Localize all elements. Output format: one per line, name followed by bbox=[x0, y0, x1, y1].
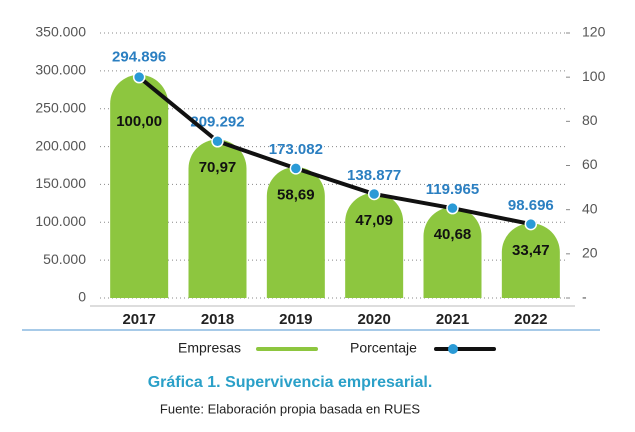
line-marker bbox=[524, 217, 538, 231]
y-tick-label: 350.000 bbox=[35, 24, 86, 40]
legend-marker bbox=[448, 344, 458, 354]
x-tick-label: 2018 bbox=[201, 311, 234, 328]
legend-label: Porcentaje bbox=[350, 340, 417, 356]
bar bbox=[266, 166, 325, 298]
line-value-label: 58,69 bbox=[277, 186, 315, 203]
bar-value-label: 98.696 bbox=[508, 197, 554, 214]
x-tick-label: 2020 bbox=[357, 311, 390, 328]
y2-tick-label: 100 bbox=[582, 68, 606, 84]
x-tick-label: 2022 bbox=[514, 311, 547, 328]
line-marker bbox=[289, 162, 303, 175]
y-tick-label: 300.000 bbox=[35, 62, 86, 78]
y-tick-label: 250.000 bbox=[35, 99, 86, 115]
source-note: Fuente: Elaboración propia basada en RUE… bbox=[160, 401, 420, 416]
bar bbox=[423, 207, 482, 298]
line-value-label: 100,00 bbox=[116, 113, 162, 130]
line-value-label: 47,09 bbox=[355, 212, 393, 229]
bar-value-label: 119.965 bbox=[426, 181, 479, 198]
bar-value-label: 209.292 bbox=[190, 114, 244, 131]
line-marker bbox=[211, 135, 224, 148]
y2-tick-label: 120 bbox=[582, 24, 606, 40]
bar bbox=[345, 192, 404, 298]
line bbox=[137, 75, 532, 227]
y2-tick-label: 80 bbox=[582, 112, 598, 128]
y-tick-label: 100.000 bbox=[35, 213, 86, 229]
x-tick-label: 2017 bbox=[122, 311, 155, 328]
y-tick-label: 200.000 bbox=[35, 137, 86, 153]
line-value-label: 70,97 bbox=[199, 159, 237, 176]
x-tick-label: 2019 bbox=[279, 311, 312, 328]
y-tick-label: 0 bbox=[78, 289, 86, 305]
y2-tick-label: 40 bbox=[582, 200, 598, 216]
line-marker bbox=[367, 187, 381, 201]
line-value-label: 33,47 bbox=[512, 242, 550, 259]
y2-tick-label: 60 bbox=[582, 156, 598, 172]
bar-value-label: 294.896 bbox=[112, 49, 166, 66]
legend-label: Empresas bbox=[178, 340, 241, 356]
line-value-label: 40,68 bbox=[434, 226, 472, 243]
bar-value-label: 173.082 bbox=[269, 141, 323, 158]
line-marker bbox=[446, 201, 459, 215]
bar bbox=[188, 139, 247, 298]
chart-title: Gráfica 1. Supervivencia empresarial. bbox=[148, 374, 433, 391]
y-tick-label: 50.000 bbox=[43, 251, 86, 267]
line-marker bbox=[132, 70, 146, 84]
bar-value-label: 138.877 bbox=[347, 167, 401, 184]
y2-tick-label: - bbox=[582, 289, 587, 305]
x-tick-label: 2021 bbox=[436, 311, 469, 328]
bar bbox=[110, 74, 169, 299]
y2-tick-label: 20 bbox=[582, 245, 598, 261]
y-tick-label: 150.000 bbox=[35, 175, 86, 191]
bar bbox=[501, 223, 560, 298]
